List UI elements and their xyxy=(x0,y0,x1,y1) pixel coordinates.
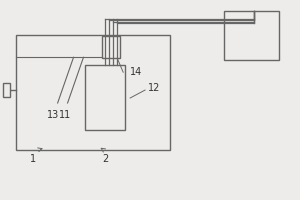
Bar xyxy=(102,36,120,58)
Bar xyxy=(3,83,10,97)
Bar xyxy=(16,35,170,150)
Bar xyxy=(224,11,279,60)
Text: 14: 14 xyxy=(130,67,142,77)
Text: 1: 1 xyxy=(30,148,42,164)
Text: 2: 2 xyxy=(101,148,108,164)
Text: 12: 12 xyxy=(148,83,161,93)
Text: 13: 13 xyxy=(46,110,59,120)
Text: 11: 11 xyxy=(58,110,71,120)
Bar xyxy=(85,65,125,130)
